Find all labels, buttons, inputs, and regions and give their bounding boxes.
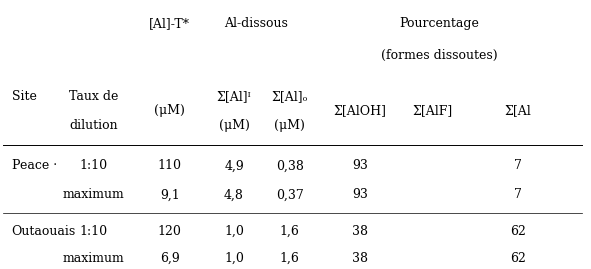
Text: 1,6: 1,6 — [280, 225, 300, 238]
Text: 93: 93 — [352, 160, 368, 172]
Text: 0,38: 0,38 — [276, 160, 304, 172]
Text: 4,8: 4,8 — [224, 188, 244, 201]
Text: maximum: maximum — [63, 252, 124, 264]
Text: maximum: maximum — [63, 188, 124, 201]
Text: 62: 62 — [510, 225, 526, 238]
Text: (μM): (μM) — [154, 104, 185, 117]
Text: Σ[AlF]: Σ[AlF] — [413, 104, 453, 117]
Text: 38: 38 — [352, 225, 368, 238]
Text: Taux de: Taux de — [69, 90, 118, 103]
Text: 110: 110 — [158, 160, 181, 172]
Text: (formes dissoutes): (formes dissoutes) — [381, 49, 497, 62]
Text: Pourcentage: Pourcentage — [399, 17, 479, 30]
Text: Σ[Al]ᴵ: Σ[Al]ᴵ — [217, 90, 251, 103]
Text: Σ[Al: Σ[Al — [505, 104, 531, 117]
Text: (μM): (μM) — [274, 119, 305, 132]
Text: 9,1: 9,1 — [160, 188, 180, 201]
Text: 7: 7 — [514, 160, 522, 172]
Text: 38: 38 — [352, 252, 368, 264]
Text: Peace ·: Peace · — [12, 160, 57, 172]
Text: 6,9: 6,9 — [160, 252, 180, 264]
Text: Σ[AlOH]: Σ[AlOH] — [333, 104, 387, 117]
Text: Site: Site — [12, 90, 37, 103]
Text: Outaouais: Outaouais — [12, 225, 76, 238]
Text: 7: 7 — [514, 188, 522, 201]
Text: Σ[Al]ₒ: Σ[Al]ₒ — [271, 90, 308, 103]
Text: 1,0: 1,0 — [224, 252, 244, 264]
Text: Al-dissous: Al-dissous — [224, 17, 288, 30]
Text: 120: 120 — [158, 225, 181, 238]
Text: 1:10: 1:10 — [79, 160, 108, 172]
Text: 4,9: 4,9 — [224, 160, 244, 172]
Text: dilution: dilution — [69, 119, 118, 132]
Text: 62: 62 — [510, 252, 526, 264]
Text: 1,6: 1,6 — [280, 252, 300, 264]
Text: 1,0: 1,0 — [224, 225, 244, 238]
Text: 0,37: 0,37 — [276, 188, 304, 201]
Text: [Al]-T*: [Al]-T* — [149, 17, 190, 30]
Text: 93: 93 — [352, 188, 368, 201]
Text: (μM): (μM) — [219, 119, 249, 132]
Text: 1:10: 1:10 — [79, 225, 108, 238]
